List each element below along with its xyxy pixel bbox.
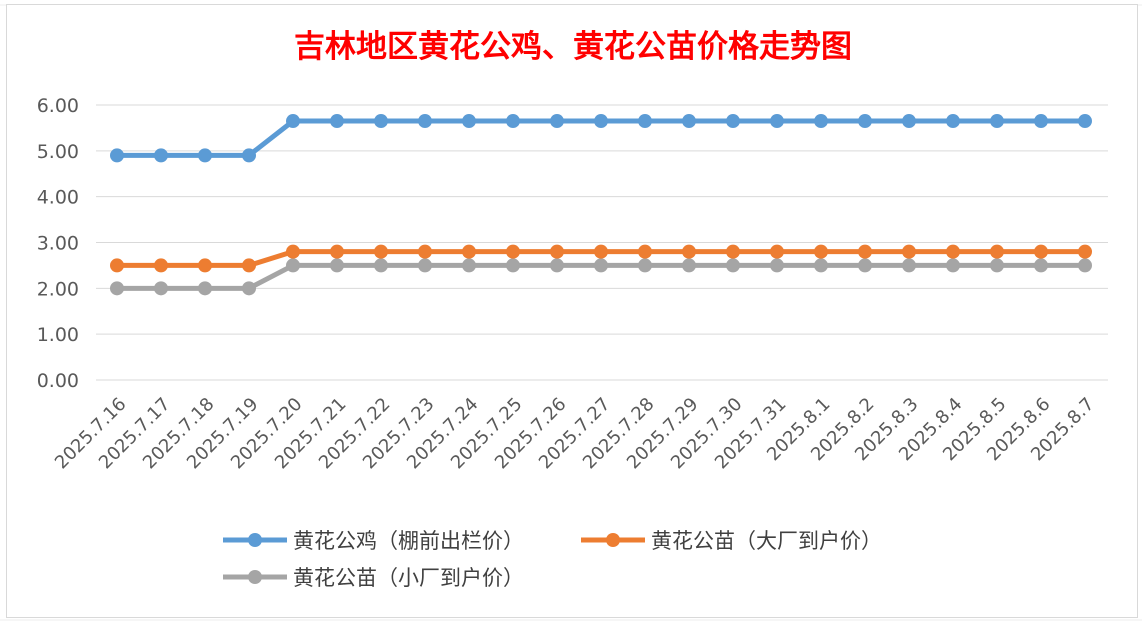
data-point xyxy=(902,244,916,259)
data-point xyxy=(770,114,784,129)
data-point xyxy=(418,114,432,129)
data-point xyxy=(418,258,432,273)
data-point xyxy=(1034,114,1048,129)
data-point xyxy=(594,114,608,129)
data-point xyxy=(198,258,212,273)
data-point xyxy=(286,114,300,129)
data-point xyxy=(506,244,520,259)
data-point xyxy=(858,244,872,259)
y-tick-label: 5.00 xyxy=(37,141,79,163)
series-layer xyxy=(110,114,1092,296)
data-point xyxy=(550,114,564,129)
data-point xyxy=(638,244,652,259)
data-point xyxy=(110,281,124,296)
y-tick-label: 3.00 xyxy=(37,233,79,255)
data-point xyxy=(638,258,652,273)
legend-label: 黄花公苗（小厂到户价） xyxy=(293,566,524,590)
data-point xyxy=(902,258,916,273)
data-point xyxy=(682,258,696,273)
series-1 xyxy=(110,114,1092,163)
data-point xyxy=(638,114,652,129)
chart-area[interactable]: 吉林地区黄花公鸡、黄花公苗价格走势图 0.00 1.00 2.00 3.00 4.00 5… xyxy=(6,4,1138,618)
data-point xyxy=(286,244,300,259)
data-point xyxy=(1034,244,1048,259)
data-point xyxy=(594,258,608,273)
data-point xyxy=(946,258,960,273)
data-point xyxy=(682,114,696,129)
chart-title: 吉林地区黄花公鸡、黄花公苗价格走势图 xyxy=(294,29,852,65)
legend-item: 黄花公苗（大厂到户价） xyxy=(581,529,882,553)
data-point xyxy=(462,244,476,259)
data-point xyxy=(1078,244,1092,259)
data-point xyxy=(506,114,520,129)
data-point xyxy=(330,114,344,129)
legend-item: 黄花公苗（小厂到户价） xyxy=(223,566,524,590)
y-tick-label: 6.00 xyxy=(37,95,79,117)
data-point xyxy=(990,114,1004,129)
legend-marker xyxy=(248,570,262,584)
data-point xyxy=(814,114,828,129)
data-point xyxy=(990,244,1004,259)
data-point xyxy=(242,281,256,296)
data-point xyxy=(550,244,564,259)
data-point xyxy=(726,258,740,273)
data-point xyxy=(286,258,300,273)
data-point xyxy=(682,244,696,259)
data-point xyxy=(198,148,212,163)
data-point xyxy=(462,114,476,129)
line-chart: 吉林地区黄花公鸡、黄花公苗价格走势图 0.00 1.00 2.00 3.00 4.00 5… xyxy=(37,29,1108,590)
data-point xyxy=(418,244,432,259)
legend: 黄花公鸡（棚前出栏价） 黄花公苗（大厂到户价） 黄花公苗（小厂到户价） xyxy=(223,529,882,590)
data-point xyxy=(946,244,960,259)
legend-label: 黄花公苗（大厂到户价） xyxy=(651,529,882,553)
legend-marker xyxy=(248,533,262,547)
data-point xyxy=(1078,114,1092,129)
data-point xyxy=(814,244,828,259)
data-point xyxy=(858,114,872,129)
data-point xyxy=(374,114,388,129)
data-point xyxy=(990,258,1004,273)
data-point xyxy=(1034,258,1048,273)
data-point xyxy=(330,258,344,273)
data-point xyxy=(242,258,256,273)
data-point xyxy=(242,148,256,163)
data-point xyxy=(594,244,608,259)
data-point xyxy=(858,258,872,273)
gridlines xyxy=(96,104,1108,381)
y-tick-label: 0.00 xyxy=(37,370,79,392)
y-tick-label: 4.00 xyxy=(37,187,79,209)
series-2 xyxy=(110,244,1092,273)
legend-label: 黄花公鸡（棚前出栏价） xyxy=(293,529,524,553)
data-point xyxy=(550,258,564,273)
data-point xyxy=(154,281,168,296)
data-point xyxy=(374,244,388,259)
data-point xyxy=(330,244,344,259)
y-axis: 0.00 1.00 2.00 3.00 4.00 5.00 6.00 xyxy=(37,95,79,392)
data-point xyxy=(726,244,740,259)
data-point xyxy=(902,114,916,129)
data-point xyxy=(770,244,784,259)
data-point xyxy=(110,258,124,273)
series-3 xyxy=(110,258,1092,296)
legend-marker xyxy=(606,533,620,547)
data-point xyxy=(110,148,124,163)
data-point xyxy=(814,258,828,273)
legend-item: 黄花公鸡（棚前出栏价） xyxy=(223,529,524,553)
data-point xyxy=(770,258,784,273)
data-point xyxy=(506,258,520,273)
y-tick-label: 1.00 xyxy=(37,324,79,346)
data-point xyxy=(374,258,388,273)
data-point xyxy=(198,281,212,296)
data-point xyxy=(946,114,960,129)
data-point xyxy=(154,258,168,273)
data-point xyxy=(726,114,740,129)
data-point xyxy=(462,258,476,273)
data-point xyxy=(1078,258,1092,273)
x-axis: 2025.7.162025.7.172025.7.182025.7.192025… xyxy=(51,394,1099,474)
y-tick-label: 2.00 xyxy=(37,278,79,300)
data-point xyxy=(154,148,168,163)
